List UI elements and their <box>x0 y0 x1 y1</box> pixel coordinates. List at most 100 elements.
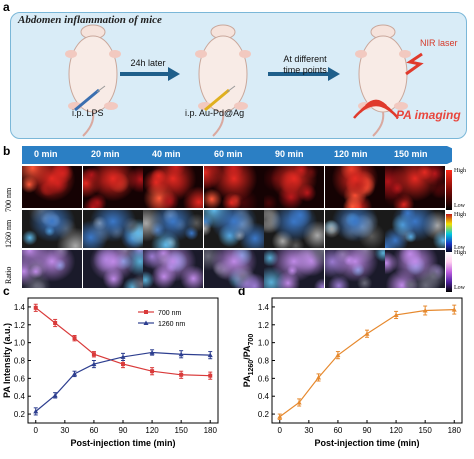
y-tick-label-2: 0.6 <box>14 374 26 383</box>
arrow-2-icon <box>268 67 340 81</box>
row-label-ratio: Ratio <box>4 266 13 284</box>
data-point-0-3 <box>91 352 96 357</box>
data-point-0-0 <box>277 414 283 419</box>
row-label-1260: 1260 nm <box>4 219 13 248</box>
pa-image-r0-c2 <box>143 166 203 208</box>
data-point-1-3 <box>91 361 97 367</box>
data-point-0-4 <box>364 331 370 336</box>
time-label-60: 60 min <box>214 149 243 159</box>
legend-label-1: 1260 nm <box>158 321 185 328</box>
x-tick-label-6: 180 <box>448 426 462 435</box>
pa-image-r1-c4 <box>264 210 324 248</box>
y-tick-label-4: 1.0 <box>258 339 270 348</box>
data-point-0-5 <box>150 369 155 374</box>
pa-image-r2-c6 <box>385 250 445 288</box>
pa-image-r0-c6 <box>385 166 445 208</box>
pa-image-r2-c5 <box>324 250 385 288</box>
nir-laser-label: NIR laser <box>420 38 458 48</box>
colorbar-1260 <box>446 214 452 254</box>
mouse-3-icon <box>355 24 411 137</box>
pa-image-r0-c4 <box>264 166 324 208</box>
y-tick-label-5: 1.2 <box>258 321 270 330</box>
time-label-20: 20 min <box>91 149 120 159</box>
pa-image-r2-c2 <box>143 250 203 288</box>
data-point-0-1 <box>53 321 58 325</box>
arrow-2-label-line1: At different <box>283 54 327 64</box>
data-point-0-0 <box>33 305 38 310</box>
data-point-1-5 <box>149 349 155 355</box>
y-tick-label-1: 0.4 <box>14 392 26 401</box>
step-1-label: i.p. LPS <box>72 108 104 118</box>
pa-image-r1-c3 <box>203 210 264 248</box>
legend-marker-1 <box>143 320 149 325</box>
data-point-0-7 <box>208 373 213 378</box>
series-line-0 <box>35 307 211 377</box>
mouse-2-icon <box>195 24 251 137</box>
panel-label-a: a <box>3 0 10 14</box>
data-point-0-5 <box>393 312 399 317</box>
x-tick-label-1: 30 <box>60 426 69 435</box>
pa-image-r2-c4 <box>264 250 324 288</box>
series-line-0 <box>279 309 455 418</box>
x-tick-label-3: 90 <box>119 426 128 435</box>
x-tick-label-0: 0 <box>278 426 283 435</box>
x-tick-label-5: 150 <box>418 426 432 435</box>
mouse-1-icon <box>65 24 121 137</box>
colorbar-700 <box>446 170 452 210</box>
x-tick-label-0: 0 <box>34 426 39 435</box>
y-tick-label-1: 0.4 <box>258 392 270 401</box>
chart-c: 0.2 0.4 0.6 0.8 1.0 1.2 1.4 0 30 60 90 120 150 180 Pos… <box>2 297 219 448</box>
data-point-1-7 <box>207 352 213 358</box>
y-tick-label-0: 0.2 <box>258 410 270 419</box>
colorbar-1260-low: Low <box>454 245 465 251</box>
y-tick-label-2: 0.6 <box>258 374 270 383</box>
panel-label-b: b <box>3 144 11 158</box>
pa-image-r1-c5 <box>324 210 385 248</box>
x-tick-label-2: 60 <box>333 426 342 435</box>
time-banner <box>22 146 452 164</box>
data-point-0-1 <box>296 399 302 405</box>
nir-laser-icon <box>405 52 424 76</box>
y-tick-label-5: 1.2 <box>14 321 26 330</box>
x-tick-label-4: 120 <box>145 426 159 435</box>
legend-label-0: 700 nm <box>158 310 182 317</box>
pa-imaging-label: PA imaging <box>396 108 461 122</box>
time-label-0: 0 min <box>34 149 58 159</box>
data-point-0-3 <box>335 352 341 358</box>
arrow-2-label-line2: time points <box>283 65 327 75</box>
pa-image-r2-c0 <box>22 250 82 288</box>
pa-image-r1-c6 <box>385 210 445 248</box>
data-point-1-0 <box>33 408 39 414</box>
y-tick-label-4: 1.0 <box>14 339 26 348</box>
x-axis-title: Post-injection time (min) <box>70 438 175 448</box>
pa-image-r1-c0 <box>22 210 82 248</box>
data-point-1-1 <box>52 392 58 398</box>
pa-image-r2-c3 <box>203 250 264 288</box>
panel-label-d: d <box>238 284 246 298</box>
colorbar-1260-high: High <box>454 212 466 218</box>
data-point-0-6 <box>422 308 428 313</box>
y-tick-label-3: 0.8 <box>14 357 26 366</box>
data-point-0-2 <box>316 374 322 380</box>
colorbar-ratio-high: High <box>454 250 466 256</box>
x-axis-title: Post-injection time (min) <box>314 438 419 448</box>
panel-a-illustration <box>65 24 424 137</box>
pa-image-r0-c1 <box>82 166 143 208</box>
y-tick-label-6: 1.4 <box>258 303 270 312</box>
series-line-1 <box>35 351 211 412</box>
time-label-150: 150 min <box>394 149 428 159</box>
time-label-40: 40 min <box>152 149 181 159</box>
data-point-0-6 <box>179 372 184 377</box>
x-tick-label-6: 180 <box>204 426 218 435</box>
pa-image-r0-c5 <box>324 166 385 208</box>
x-tick-label-2: 60 <box>89 426 98 435</box>
data-point-0-2 <box>72 336 77 341</box>
colorbar-ratio-low: Low <box>454 285 465 291</box>
colorbar-700-high: High <box>454 168 466 174</box>
data-point-0-7 <box>451 307 457 312</box>
panel-a-title: Abdomen inflammation of mice <box>18 14 162 26</box>
pa-image-r1-c1 <box>82 210 143 248</box>
data-point-1-6 <box>178 351 184 357</box>
y-tick-label-0: 0.2 <box>14 410 26 419</box>
x-tick-label-5: 150 <box>174 426 188 435</box>
